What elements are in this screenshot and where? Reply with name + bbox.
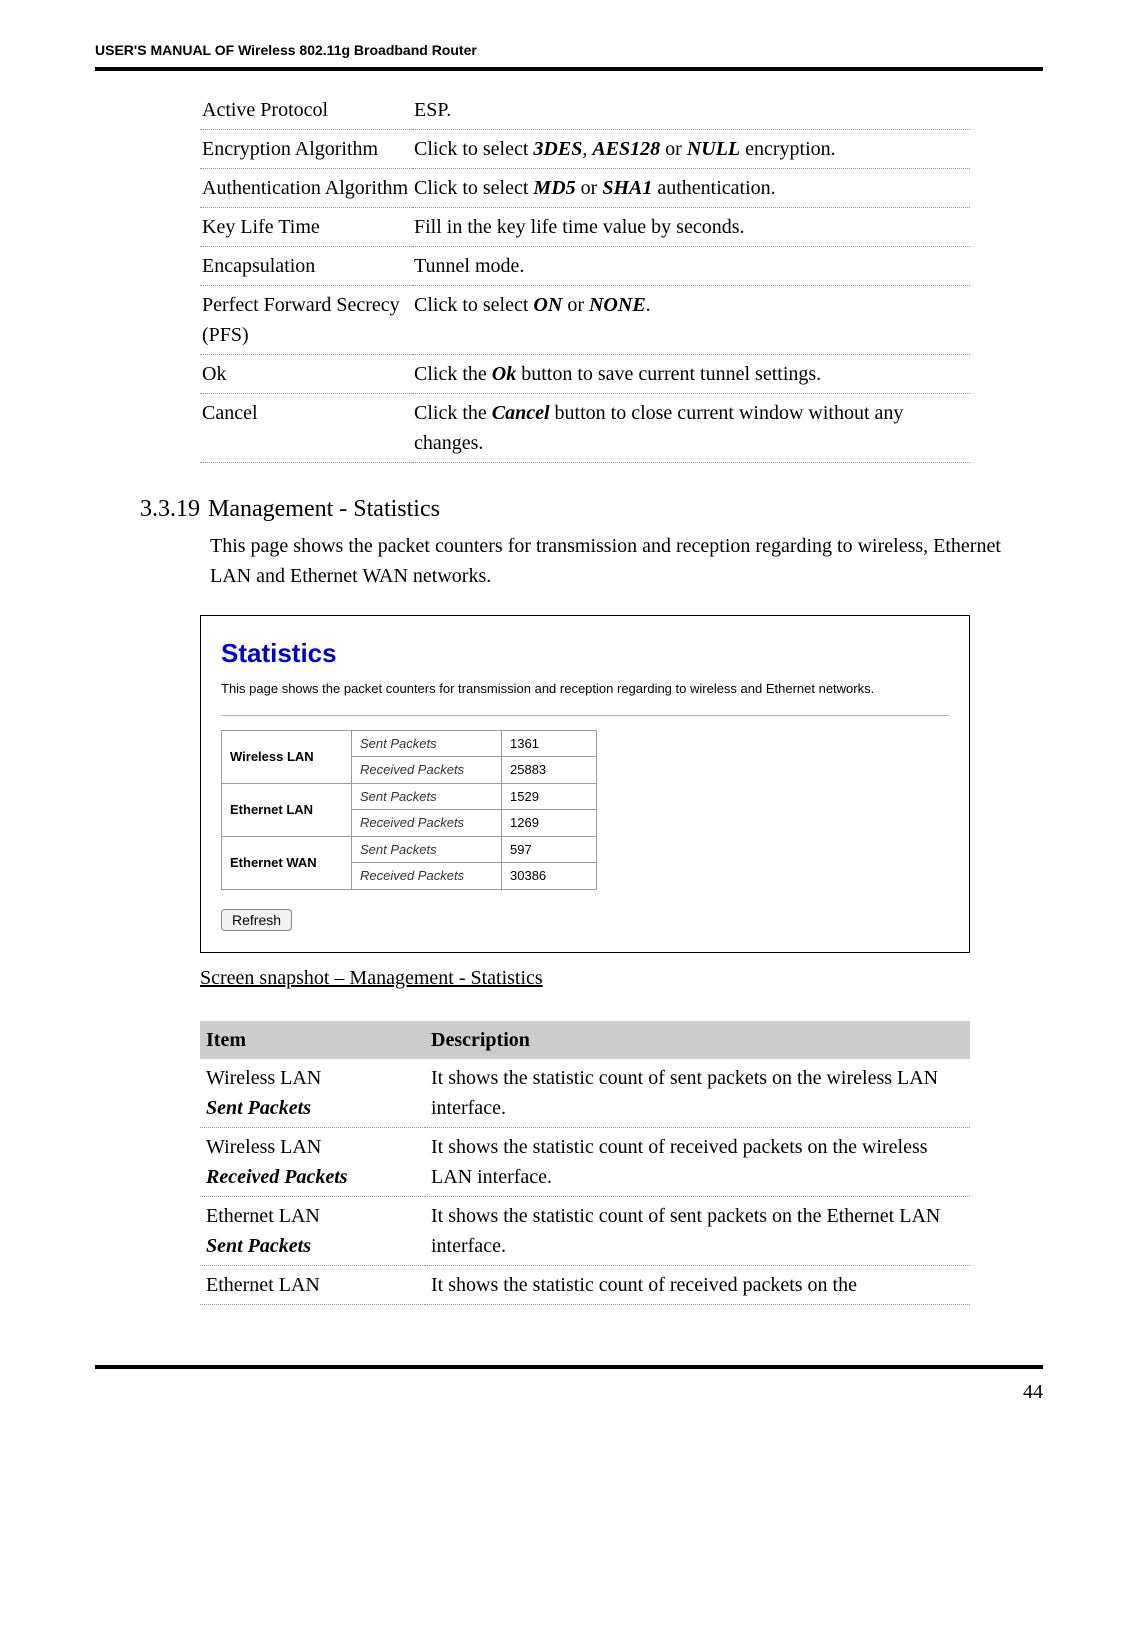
def-desc: Click the Cancel button to close current… [412, 394, 970, 463]
screenshot-caption: Screen snapshot – Management - Statistic… [200, 963, 1043, 993]
footer-rule [95, 1365, 1043, 1369]
metric-value: 597 [502, 836, 597, 863]
table-row: Encryption Algorithm Click to select 3DE… [200, 130, 970, 169]
table-row: Key Life Time Fill in the key life time … [200, 208, 970, 247]
stats-table: Wireless LAN Sent Packets 1361 Received … [221, 730, 597, 890]
item-desc: It shows the statistic count of sent pac… [425, 1059, 970, 1128]
group-label: Wireless LAN [222, 730, 352, 783]
metric-label: Received Packets [352, 810, 502, 837]
metric-label: Received Packets [352, 863, 502, 890]
stats-caption: This page shows the packet counters for … [221, 679, 949, 699]
metric-value: 25883 [502, 757, 597, 784]
def-desc: ESP. [412, 91, 970, 130]
item-label: Wireless LAN Sent Packets [200, 1059, 425, 1128]
item-desc: It shows the statistic count of received… [425, 1265, 970, 1304]
def-label: Active Protocol [200, 91, 412, 130]
table-row: Active Protocol ESP. [200, 91, 970, 130]
section-number: 3.3.19 [140, 491, 202, 527]
metric-value: 1269 [502, 810, 597, 837]
table-row: Ok Click the Ok button to save current t… [200, 355, 970, 394]
def-desc: Click to select MD5 or SHA1 authenticati… [412, 169, 970, 208]
table-row: Ethernet LAN It shows the statistic coun… [200, 1265, 970, 1304]
stats-title: Statistics [221, 634, 949, 673]
def-desc: Click the Ok button to save current tunn… [412, 355, 970, 394]
def-label: Ok [200, 355, 412, 394]
table-row: Perfect Forward Secrecy (PFS) Click to s… [200, 286, 970, 355]
def-desc: Click to select 3DES, AES128 or NULL enc… [412, 130, 970, 169]
metric-value: 1529 [502, 783, 597, 810]
def-label: Encryption Algorithm [200, 130, 412, 169]
table-row: Wireless LAN Sent Packets It shows the s… [200, 1059, 970, 1128]
def-desc: Tunnel mode. [412, 247, 970, 286]
col-header-item: Item [200, 1021, 425, 1059]
table-row: Encapsulation Tunnel mode. [200, 247, 970, 286]
table-row: Authentication Algorithm Click to select… [200, 169, 970, 208]
def-label: Authentication Algorithm [200, 169, 412, 208]
table-header-row: Item Description [200, 1021, 970, 1059]
def-label: Encapsulation [200, 247, 412, 286]
statistics-screenshot: Statistics This page shows the packet co… [200, 615, 970, 953]
header-text: USER'S MANUAL OF Wireless 802.11g Broadb… [95, 40, 1043, 67]
group-label: Ethernet LAN [222, 783, 352, 836]
header-rule [95, 67, 1043, 71]
metric-label: Sent Packets [352, 730, 502, 757]
metric-value: 30386 [502, 863, 597, 890]
col-header-description: Description [425, 1021, 970, 1059]
table-row: Ethernet WAN Sent Packets 597 [222, 836, 597, 863]
group-label: Ethernet WAN [222, 836, 352, 889]
metric-label: Received Packets [352, 757, 502, 784]
metric-label: Sent Packets [352, 836, 502, 863]
item-desc: It shows the statistic count of received… [425, 1127, 970, 1196]
item-label: Ethernet LAN [200, 1265, 425, 1304]
item-desc: It shows the statistic count of sent pac… [425, 1196, 970, 1265]
item-label: Wireless LAN Received Packets [200, 1127, 425, 1196]
refresh-button[interactable]: Refresh [221, 909, 292, 931]
def-label: Key Life Time [200, 208, 412, 247]
metric-value: 1361 [502, 730, 597, 757]
table-row: Wireless LAN Sent Packets 1361 [222, 730, 597, 757]
table-row: Wireless LAN Received Packets It shows t… [200, 1127, 970, 1196]
table-row: Ethernet LAN Sent Packets It shows the s… [200, 1196, 970, 1265]
item-label: Ethernet LAN Sent Packets [200, 1196, 425, 1265]
def-label: Perfect Forward Secrecy (PFS) [200, 286, 412, 355]
section-title: Management - Statistics [208, 496, 440, 522]
def-desc: Fill in the key life time value by secon… [412, 208, 970, 247]
table-row: Ethernet LAN Sent Packets 1529 [222, 783, 597, 810]
stats-divider [221, 715, 949, 716]
def-label: Cancel [200, 394, 412, 463]
def-desc: Click to select ON or NONE. [412, 286, 970, 355]
section-heading: 3.3.19 Management - Statistics [140, 491, 1043, 527]
definitions-table: Active Protocol ESP. Encryption Algorith… [200, 91, 970, 463]
metric-label: Sent Packets [352, 783, 502, 810]
section-body: This page shows the packet counters for … [210, 531, 1033, 591]
page-number: 44 [95, 1377, 1043, 1407]
description-table: Item Description Wireless LAN Sent Packe… [200, 1021, 970, 1305]
table-row: Cancel Click the Cancel button to close … [200, 394, 970, 463]
page-container: USER'S MANUAL OF Wireless 802.11g Broadb… [0, 0, 1138, 1447]
